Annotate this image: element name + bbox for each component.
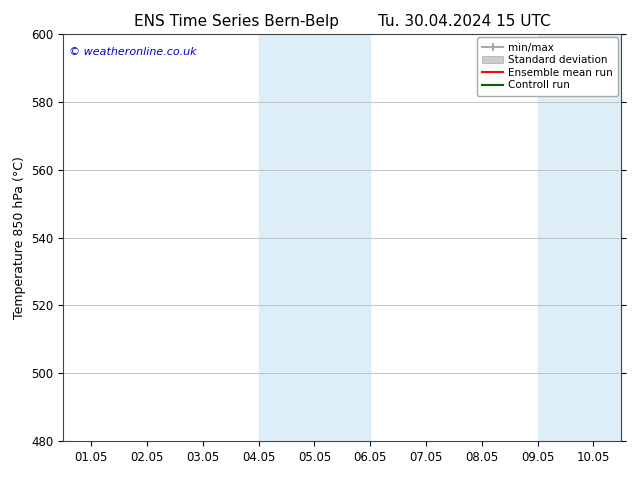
Text: © weatheronline.co.uk: © weatheronline.co.uk bbox=[69, 47, 197, 56]
Title: ENS Time Series Bern-Belp        Tu. 30.04.2024 15 UTC: ENS Time Series Bern-Belp Tu. 30.04.2024… bbox=[134, 14, 551, 29]
Bar bbox=[538, 34, 621, 441]
Bar bbox=[259, 34, 370, 441]
Y-axis label: Temperature 850 hPa (°C): Temperature 850 hPa (°C) bbox=[13, 156, 26, 319]
Legend: min/max, Standard deviation, Ensemble mean run, Controll run: min/max, Standard deviation, Ensemble me… bbox=[477, 37, 618, 96]
